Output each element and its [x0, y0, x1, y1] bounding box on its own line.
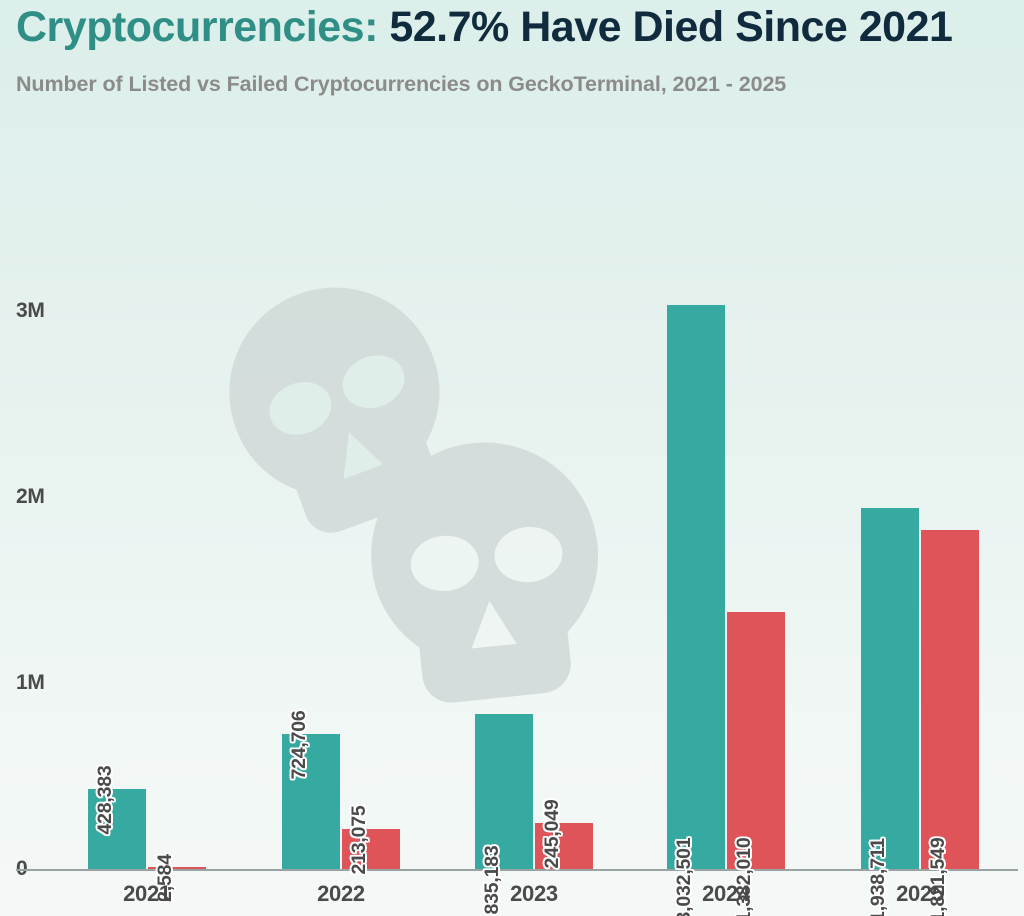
bar-listed[interactable]	[667, 304, 725, 869]
y-axis-tick-label: 1M	[16, 671, 45, 694]
bar-value-label: 245,049	[541, 799, 563, 869]
bar-failed[interactable]	[148, 867, 206, 869]
x-axis-tick-label: 2024	[702, 881, 750, 906]
bar-listed[interactable]	[88, 789, 146, 869]
bar-failed[interactable]	[727, 611, 785, 869]
y-axis-tick-label: 2M	[16, 485, 45, 508]
bar-value-label: 213,075	[348, 805, 370, 875]
x-axis-baseline	[16, 869, 1018, 871]
bar-listed[interactable]	[475, 713, 533, 869]
bar-failed[interactable]	[535, 823, 593, 869]
page-title: Cryptocurrencies: 52.7% Have Died Since …	[16, 0, 1012, 55]
x-axis-tick-label: 2022	[317, 881, 365, 906]
x-axis-tick-label: 2023	[510, 881, 558, 906]
title-rest: 52.7% Have Died Since 2021	[377, 3, 953, 51]
y-axis-tick-label: 0	[16, 857, 28, 881]
bar-value-label: 428,383	[94, 765, 116, 835]
page-subtitle: Number of Listed vs Failed Cryptocurrenc…	[16, 72, 787, 97]
x-axis-tick-label: 2021	[123, 881, 171, 906]
bar-listed[interactable]	[282, 734, 340, 869]
y-axis-tick-label: 3M	[16, 299, 45, 322]
bar-value-label: 724,706	[288, 710, 310, 780]
bar-listed[interactable]	[861, 508, 919, 869]
bar-failed[interactable]	[342, 829, 400, 869]
x-axis-tick-label: 2025	[896, 881, 944, 906]
bar-failed[interactable]	[921, 530, 979, 869]
title-accent: Cryptocurrencies:	[16, 3, 378, 51]
header: Cryptocurrencies: 52.7% Have Died Since …	[16, 0, 1012, 100]
